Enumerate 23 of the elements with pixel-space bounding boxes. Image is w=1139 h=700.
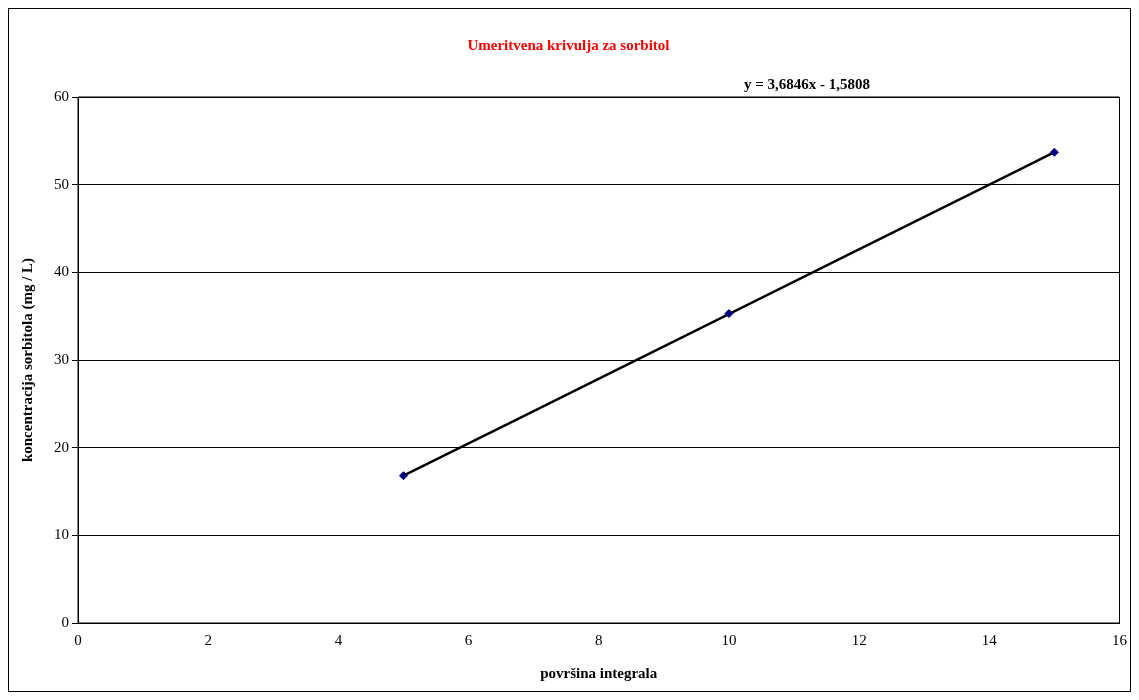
x-tick-label: 14 — [981, 631, 998, 648]
x-tick-label: 10 — [721, 631, 737, 648]
x-axis-title: površina integrala — [540, 664, 658, 681]
y-axis-title: koncentracija sorbitola (mg / L) — [18, 257, 36, 463]
x-tick-label: 16 — [1112, 631, 1128, 648]
point — [1049, 147, 1059, 157]
x-tick-label: 0 — [74, 631, 82, 648]
text: y = 3,6846x - 1,5808 — [744, 76, 871, 93]
x-tick-label: 2 — [204, 631, 212, 648]
x-tick-label: 6 — [464, 631, 473, 648]
point — [398, 471, 408, 481]
y-tick-label: 60 — [54, 87, 69, 104]
y-tick-label: 20 — [54, 438, 69, 455]
chart-title: Umeritvena krivulja za sorbitol — [467, 36, 670, 53]
x-tick-label: 8 — [595, 631, 603, 648]
y-tick-label: 10 — [54, 526, 69, 543]
y-tick-label: 40 — [54, 263, 69, 280]
y-tick-label: 30 — [54, 350, 69, 367]
y-tick-label: 50 — [54, 175, 69, 192]
x-tick-label: 12 — [851, 631, 867, 648]
y-tick-label: 0 — [61, 613, 69, 630]
point — [724, 309, 734, 319]
x-tick-label: 4 — [334, 631, 343, 648]
